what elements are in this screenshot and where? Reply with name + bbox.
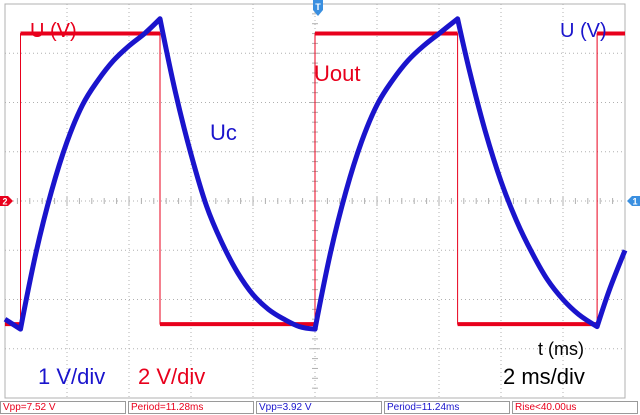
- ch2-ground-marker: [0, 196, 13, 206]
- markers: T 2 1: [0, 0, 640, 207]
- measurement-ch2-vpp: Vpp=7.52 V: [0, 401, 126, 414]
- uc-trace: [3, 16, 628, 332]
- trigger-marker-label: T: [315, 2, 321, 12]
- measurement-ch1-vpp: Vpp=3.92 V: [256, 401, 382, 414]
- right-axis-label: U (V): [560, 20, 607, 42]
- measurement-ch1-period: Period=11.24ms: [384, 401, 510, 414]
- measurement-ch2-period: Period=11.28ms: [128, 401, 254, 414]
- trigger-marker: [313, 0, 323, 16]
- ch1-ground-marker: [627, 196, 640, 206]
- left-axis-label: U (V): [30, 20, 77, 42]
- uout-label: Uout: [314, 61, 361, 86]
- blue-scale-label: 1 V/div: [38, 364, 106, 389]
- traces: [3, 16, 628, 332]
- measurement-rise: Rise<40.00us: [512, 401, 638, 414]
- time-scale-label: 2 ms/div: [503, 364, 585, 389]
- ch2-ground-marker-label: 2: [2, 197, 7, 207]
- ch1-ground-marker-label: 1: [632, 197, 637, 207]
- time-axis-label: t (ms): [538, 339, 584, 359]
- uc-label: Uc: [210, 120, 237, 145]
- measurement-bar: Vpp=7.52 V Period=11.28ms Vpp=3.92 V Per…: [0, 400, 640, 415]
- uout-line: [5, 33, 625, 325]
- red-scale-label: 2 V/div: [138, 364, 206, 389]
- grid: [4, 3, 626, 399]
